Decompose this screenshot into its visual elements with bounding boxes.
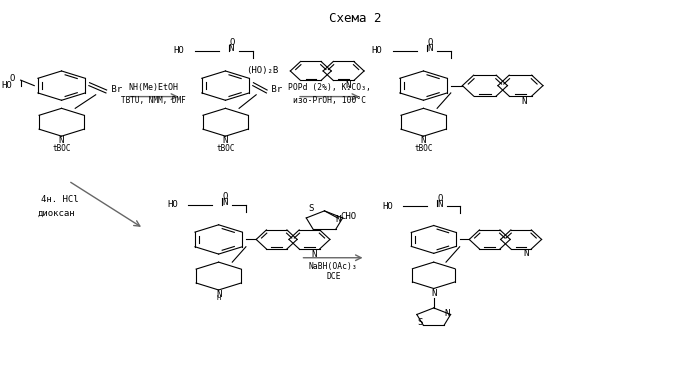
Text: CHO: CHO — [341, 212, 357, 221]
Text: tBOC: tBOC — [52, 144, 70, 153]
Text: O: O — [438, 194, 443, 203]
Text: NH(Me)EtOH: NH(Me)EtOH — [128, 83, 179, 92]
Text: S: S — [417, 318, 423, 327]
Text: N: N — [427, 45, 432, 54]
Text: N: N — [445, 309, 450, 318]
Text: N: N — [346, 81, 351, 90]
Text: N: N — [522, 97, 527, 106]
Text: 4н. HCl: 4н. HCl — [41, 195, 79, 204]
Text: N: N — [524, 249, 528, 258]
Text: диоксан: диоксан — [38, 209, 75, 218]
Text: N: N — [437, 200, 443, 209]
Text: TBTU, NMM, DMF: TBTU, NMM, DMF — [121, 96, 186, 105]
Text: N: N — [222, 198, 228, 207]
Text: HO: HO — [167, 200, 178, 209]
Text: Br: Br — [267, 85, 283, 94]
Text: N: N — [311, 249, 317, 259]
Text: HO: HO — [372, 46, 383, 55]
Text: O: O — [9, 74, 15, 83]
Text: tBOC: tBOC — [216, 144, 235, 153]
Text: O: O — [428, 38, 433, 47]
Text: N: N — [223, 136, 228, 145]
Text: O: O — [230, 38, 235, 47]
Text: HO: HO — [174, 46, 184, 55]
Text: N: N — [229, 45, 235, 54]
Text: HO: HO — [382, 202, 393, 211]
Text: (HO)₂B: (HO)₂B — [246, 66, 278, 76]
Text: POPd (2%), K₂CO₃,: POPd (2%), K₂CO₃, — [288, 83, 371, 92]
Text: S: S — [308, 204, 313, 213]
Text: NaBH(OAc)₃: NaBH(OAc)₃ — [309, 262, 357, 272]
Text: N: N — [421, 136, 426, 145]
Text: N: N — [431, 289, 436, 297]
Text: tBOC: tBOC — [414, 144, 433, 153]
Text: O: O — [223, 192, 228, 201]
Text: H: H — [216, 296, 221, 301]
Text: N: N — [59, 136, 64, 145]
Text: DCE: DCE — [326, 272, 341, 280]
Text: изо-PrOH, 100°C: изо-PrOH, 100°C — [293, 96, 366, 105]
Text: Схема 2: Схема 2 — [329, 13, 381, 25]
Text: Br: Br — [106, 85, 122, 94]
Text: HO: HO — [1, 81, 12, 90]
Text: N: N — [336, 215, 341, 224]
Text: N: N — [216, 290, 221, 299]
